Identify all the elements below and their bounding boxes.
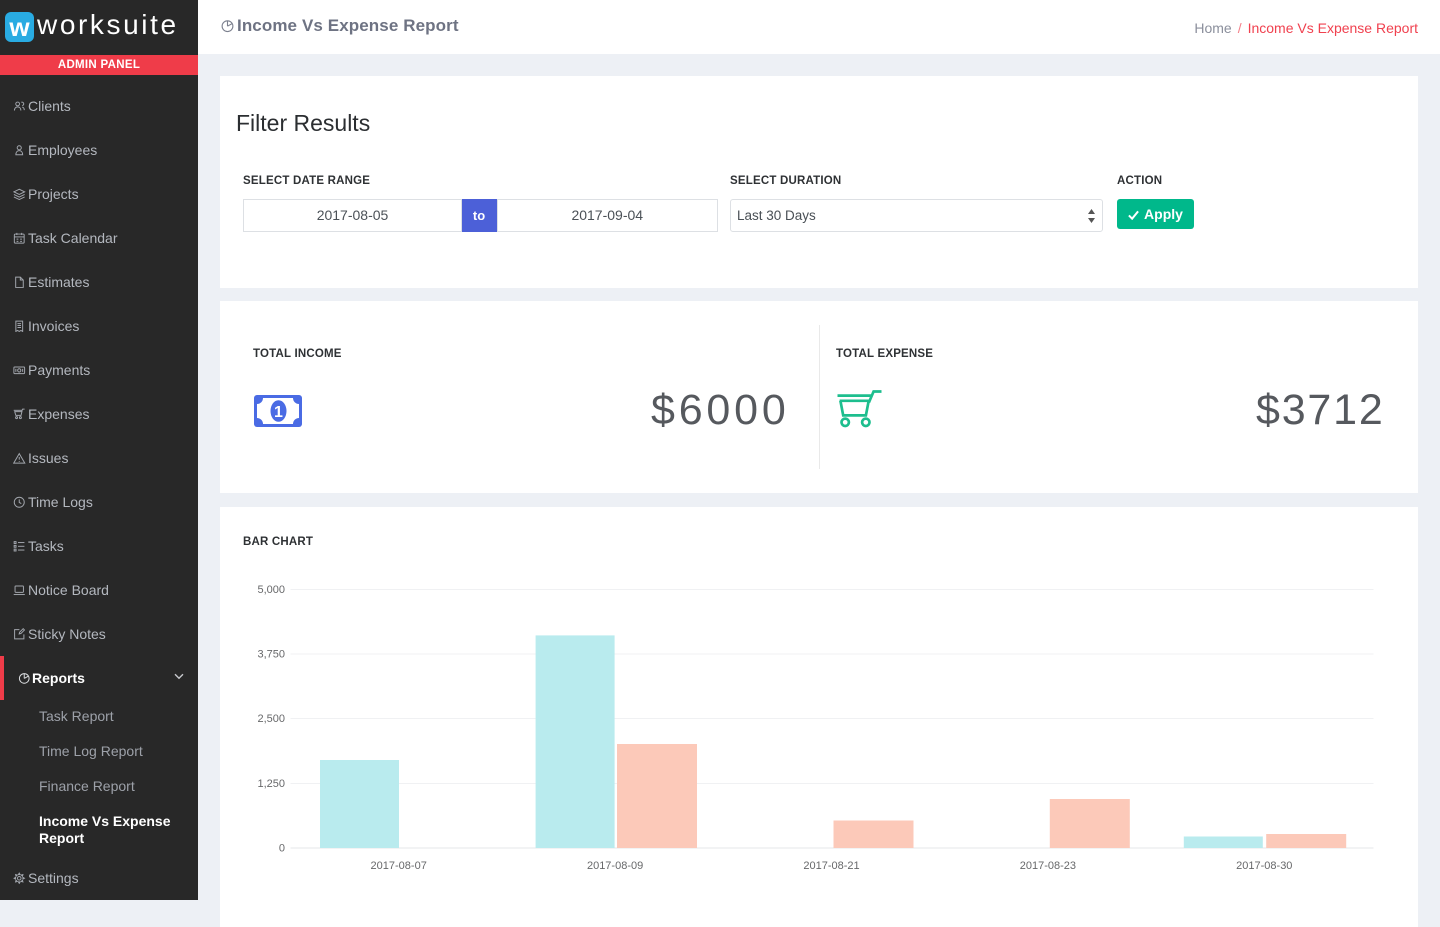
svg-text:3,750: 3,750 bbox=[257, 649, 285, 661]
svg-text:2017-08-30: 2017-08-30 bbox=[1236, 860, 1292, 872]
svg-text:2017-08-09: 2017-08-09 bbox=[587, 860, 643, 872]
svg-text:2017-08-07: 2017-08-07 bbox=[371, 860, 427, 872]
svg-text:2017-08-21: 2017-08-21 bbox=[803, 860, 859, 872]
svg-text:0: 0 bbox=[279, 843, 285, 855]
svg-text:5,000: 5,000 bbox=[257, 584, 285, 596]
svg-text:1: 1 bbox=[274, 404, 283, 421]
svg-text:1,250: 1,250 bbox=[257, 778, 285, 790]
svg-text:2,500: 2,500 bbox=[257, 713, 285, 725]
svg-text:2017-08-23: 2017-08-23 bbox=[1020, 860, 1076, 872]
